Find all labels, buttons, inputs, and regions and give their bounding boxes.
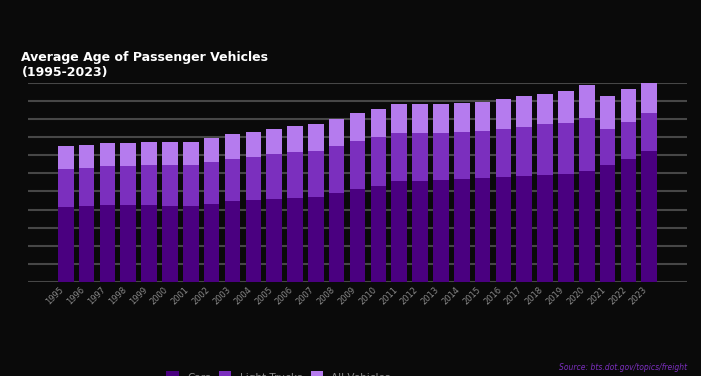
Bar [620,159,637,282]
Bar [121,205,136,282]
Bar [600,165,615,282]
Bar [475,102,490,131]
Bar [641,79,657,112]
Bar [79,168,95,206]
Bar [558,174,573,282]
Bar [496,129,511,177]
Bar [245,200,261,282]
Bar [371,186,386,282]
Bar [454,103,470,132]
Bar [204,204,219,282]
Bar [641,112,657,151]
Bar [350,112,365,141]
Bar [245,157,261,200]
Bar [579,85,594,118]
Bar [79,145,95,168]
Bar [329,119,344,146]
Bar [517,127,532,176]
Bar [225,134,240,159]
Bar [162,206,178,282]
Bar [204,162,219,204]
Bar [308,151,324,197]
Bar [183,142,198,165]
Bar [79,206,95,282]
Bar [287,152,303,198]
Bar [517,176,532,282]
Bar [579,171,594,282]
Bar [58,169,74,207]
Bar [620,122,637,159]
Bar [496,177,511,282]
Bar [391,182,407,282]
Bar [454,179,470,282]
Bar [412,180,428,282]
Bar [162,142,178,165]
Bar [100,205,115,282]
Bar [412,133,428,180]
Bar [579,118,594,171]
Bar [454,132,470,179]
Bar [350,141,365,189]
Bar [183,206,198,282]
Bar [225,202,240,282]
Bar [517,96,532,127]
Bar [162,165,178,206]
Bar [475,131,490,178]
Bar [266,129,282,154]
Bar [475,178,490,282]
Bar [329,146,344,193]
Bar [412,105,428,133]
Bar [308,124,324,151]
Bar [142,165,157,205]
Bar [100,143,115,166]
Bar [225,159,240,202]
Bar [142,205,157,282]
Bar [496,99,511,129]
Bar [600,96,615,129]
Bar [287,198,303,282]
Bar [391,133,407,182]
Bar [204,138,219,162]
Bar [558,123,573,174]
Bar [371,109,386,137]
Bar [266,154,282,199]
Bar [558,91,573,123]
Legend: Cars, Light Trucks, All Vehicles: Cars, Light Trucks, All Vehicles [163,370,394,376]
Bar [391,105,407,133]
Bar [350,189,365,282]
Text: Source: bts.dot.gov/topics/freight: Source: bts.dot.gov/topics/freight [559,363,687,372]
Bar [287,126,303,152]
Text: Average Age of Passenger Vehicles
(1995-2023): Average Age of Passenger Vehicles (1995-… [22,51,268,79]
Bar [537,124,553,175]
Bar [537,94,553,124]
Bar [58,207,74,282]
Bar [245,132,261,157]
Bar [433,180,449,282]
Bar [183,165,198,206]
Bar [537,175,553,282]
Bar [266,199,282,282]
Bar [371,137,386,186]
Bar [121,143,136,166]
Bar [142,142,157,165]
Bar [641,151,657,282]
Bar [100,166,115,205]
Bar [58,146,74,169]
Bar [620,89,637,122]
Bar [308,197,324,282]
Bar [600,129,615,165]
Bar [433,132,449,180]
Bar [329,193,344,282]
Bar [121,166,136,205]
Bar [433,103,449,132]
